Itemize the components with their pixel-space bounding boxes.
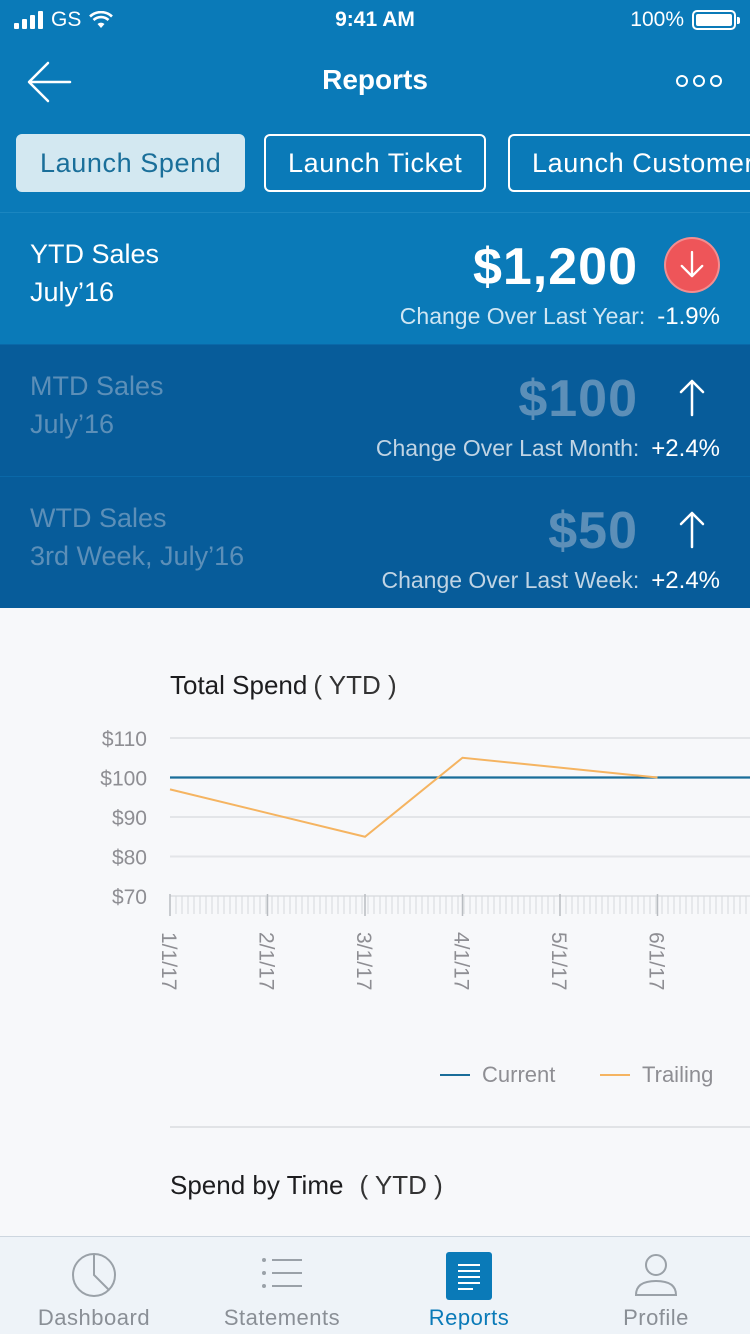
battery-percent: 100% [630,8,684,31]
series-line-trailing [169,756,658,838]
tab-dashboard[interactable]: Dashboard [0,1237,188,1334]
stat-period: 3rd Week, July’16 [30,541,245,571]
arrow-up-icon [679,511,705,549]
pie-chart-icon [72,1253,116,1297]
change-label: Change Over Last Week: [381,567,640,593]
stat-period: July’16 [30,277,115,307]
arrow-down-icon [664,237,720,293]
y-tick-label: $70 [112,886,147,909]
more-options-icon[interactable] [676,72,726,90]
tab-label: Profile [623,1305,689,1330]
tab-statements[interactable]: Statements [188,1237,376,1334]
launch-chip-row: Launch Spend Launch Ticket Launch Custom… [16,134,750,192]
stat-amount: $100 [518,370,638,428]
stat-period: July’16 [30,409,115,439]
x-tick-label: 6/1/17 [645,932,668,990]
page-title: Reports [322,64,428,95]
legend-current: Current [440,1062,555,1088]
change-value: +2.4% [651,567,720,594]
stat-title: WTD Sales [30,503,167,533]
tab-label: Dashboard [37,1305,151,1330]
back-arrow-icon[interactable] [26,60,74,104]
chip-launch-spend[interactable]: Launch Spend [16,134,246,192]
document-icon [446,1252,492,1300]
tab-profile[interactable]: Profile [562,1237,750,1334]
total-spend-title: Total Spend( YTD ) [170,670,397,700]
nav-bar: Reports [0,48,750,114]
change-value: -1.9% [657,303,720,330]
signal-icon [14,11,43,29]
section-divider [170,1126,750,1128]
tab-bar: Dashboard Statements Reports Profile [0,1236,750,1334]
battery-icon [692,10,740,30]
x-tick-label: 1/1/17 [157,932,180,990]
change-value: +2.4% [651,435,720,462]
chip-launch-customer[interactable]: Launch Customer [508,134,750,192]
legend-swatch [440,1074,470,1076]
stat-title: MTD Sales [30,371,164,401]
x-tick-label: 2/1/17 [255,932,278,990]
wtd-sales-card[interactable]: WTD Sales 3rd Week, July’16 $50 Change O… [0,476,750,608]
total-spend-chart: $110 $100 $90 $80 $70 1/1/17 2/1/17 3/1/17 4/1/1… [100,728,750,990]
change-label: Change Over Last Year: [399,303,646,329]
mtd-sales-card[interactable]: MTD Sales July’16 $100 Change Over Last … [0,344,750,476]
tab-reports[interactable]: Reports [375,1237,563,1334]
wifi-icon [89,11,114,28]
stat-title: YTD Sales [30,239,160,269]
x-tick-label: 5/1/17 [547,932,570,990]
tab-label: Reports [428,1305,510,1330]
person-icon [634,1254,678,1296]
app-header: GS 9:41 AM 100% Reports Launch Spend Lau… [0,0,750,212]
spend-by-time-title: Spend by Time( YTD ) [170,1170,443,1200]
arrow-up-icon [679,379,705,417]
change-label: Change Over Last Month: [375,435,640,461]
x-tick-label: 4/1/17 [450,932,473,990]
y-tick-label: $90 [112,807,147,830]
ytd-sales-card[interactable]: YTD Sales July’16 $1,200 Change Over Las… [0,212,750,344]
stat-amount: $1,200 [472,238,638,296]
tab-label: Statements [223,1305,341,1330]
clock: 9:41 AM [335,8,415,31]
y-tick-label: $80 [112,847,147,870]
stat-amount: $50 [548,502,638,560]
y-tick-label: $110 [102,728,147,751]
list-icon [262,1258,302,1288]
x-tick-label: 3/1/17 [352,932,375,990]
carrier-label: GS [51,8,82,31]
chip-launch-ticket[interactable]: Launch Ticket [264,134,487,192]
status-bar: GS 9:41 AM 100% [0,0,750,40]
legend-swatch [600,1074,630,1076]
legend-trailing: Trailing [600,1062,713,1088]
y-tick-label: $100 [100,768,147,791]
reports-content[interactable]: Total Spend( YTD ) $110 $100 $90 $80 $70 1/1/… [0,608,750,1236]
